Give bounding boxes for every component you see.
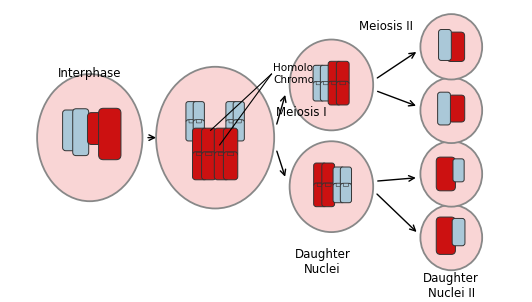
Text: Interphase: Interphase xyxy=(58,67,121,80)
FancyBboxPatch shape xyxy=(226,101,237,123)
FancyBboxPatch shape xyxy=(98,108,121,160)
FancyBboxPatch shape xyxy=(336,61,349,85)
Text: Homologous
Chromosomes: Homologous Chromosomes xyxy=(273,63,348,85)
FancyBboxPatch shape xyxy=(193,128,207,156)
FancyBboxPatch shape xyxy=(186,120,197,141)
FancyBboxPatch shape xyxy=(438,30,451,60)
FancyBboxPatch shape xyxy=(320,82,331,101)
FancyBboxPatch shape xyxy=(453,159,464,182)
FancyBboxPatch shape xyxy=(449,95,465,122)
FancyBboxPatch shape xyxy=(340,167,352,186)
Text: Daughter
Nuclei: Daughter Nuclei xyxy=(294,249,350,276)
FancyBboxPatch shape xyxy=(316,82,321,85)
Ellipse shape xyxy=(420,141,482,207)
FancyBboxPatch shape xyxy=(206,152,212,156)
FancyBboxPatch shape xyxy=(323,82,328,85)
FancyBboxPatch shape xyxy=(202,128,216,156)
FancyBboxPatch shape xyxy=(447,32,464,62)
FancyBboxPatch shape xyxy=(452,218,465,246)
FancyBboxPatch shape xyxy=(332,82,337,85)
FancyBboxPatch shape xyxy=(63,110,77,151)
FancyBboxPatch shape xyxy=(314,163,327,187)
FancyBboxPatch shape xyxy=(196,152,203,156)
FancyBboxPatch shape xyxy=(340,183,352,203)
Ellipse shape xyxy=(37,74,143,201)
FancyBboxPatch shape xyxy=(328,61,341,85)
FancyBboxPatch shape xyxy=(196,120,201,123)
Text: Meiosis I: Meiosis I xyxy=(276,106,327,119)
Ellipse shape xyxy=(420,205,482,270)
FancyBboxPatch shape xyxy=(186,101,197,123)
FancyBboxPatch shape xyxy=(229,120,234,123)
FancyBboxPatch shape xyxy=(322,183,335,207)
FancyBboxPatch shape xyxy=(438,92,451,125)
Ellipse shape xyxy=(289,40,373,130)
FancyBboxPatch shape xyxy=(436,217,455,254)
FancyBboxPatch shape xyxy=(193,152,207,180)
FancyBboxPatch shape xyxy=(233,120,244,141)
Text: Daughter
Nuclei II: Daughter Nuclei II xyxy=(423,272,479,300)
FancyBboxPatch shape xyxy=(214,128,229,156)
Ellipse shape xyxy=(156,67,274,208)
FancyBboxPatch shape xyxy=(344,183,348,187)
FancyBboxPatch shape xyxy=(436,157,455,191)
FancyBboxPatch shape xyxy=(73,109,89,156)
FancyBboxPatch shape xyxy=(218,152,225,156)
FancyBboxPatch shape xyxy=(313,82,325,101)
FancyBboxPatch shape xyxy=(214,152,229,180)
Ellipse shape xyxy=(420,78,482,143)
FancyBboxPatch shape xyxy=(189,120,194,123)
FancyBboxPatch shape xyxy=(228,152,234,156)
FancyBboxPatch shape xyxy=(226,120,237,141)
FancyBboxPatch shape xyxy=(322,163,335,187)
FancyBboxPatch shape xyxy=(336,81,349,105)
FancyBboxPatch shape xyxy=(320,65,331,85)
Text: Meiosis II: Meiosis II xyxy=(359,20,413,33)
FancyBboxPatch shape xyxy=(193,101,204,123)
FancyBboxPatch shape xyxy=(314,183,327,207)
FancyBboxPatch shape xyxy=(223,128,238,156)
FancyBboxPatch shape xyxy=(193,120,204,141)
FancyBboxPatch shape xyxy=(317,183,323,187)
FancyBboxPatch shape xyxy=(87,113,106,144)
FancyBboxPatch shape xyxy=(223,152,238,180)
FancyBboxPatch shape xyxy=(340,82,346,85)
FancyBboxPatch shape xyxy=(333,167,344,186)
FancyBboxPatch shape xyxy=(233,101,244,123)
FancyBboxPatch shape xyxy=(313,65,325,85)
Ellipse shape xyxy=(289,141,373,232)
FancyBboxPatch shape xyxy=(202,152,216,180)
FancyBboxPatch shape xyxy=(336,183,341,187)
Ellipse shape xyxy=(420,14,482,79)
FancyBboxPatch shape xyxy=(333,183,344,203)
FancyBboxPatch shape xyxy=(236,120,241,123)
FancyBboxPatch shape xyxy=(326,183,331,187)
FancyBboxPatch shape xyxy=(328,81,341,105)
